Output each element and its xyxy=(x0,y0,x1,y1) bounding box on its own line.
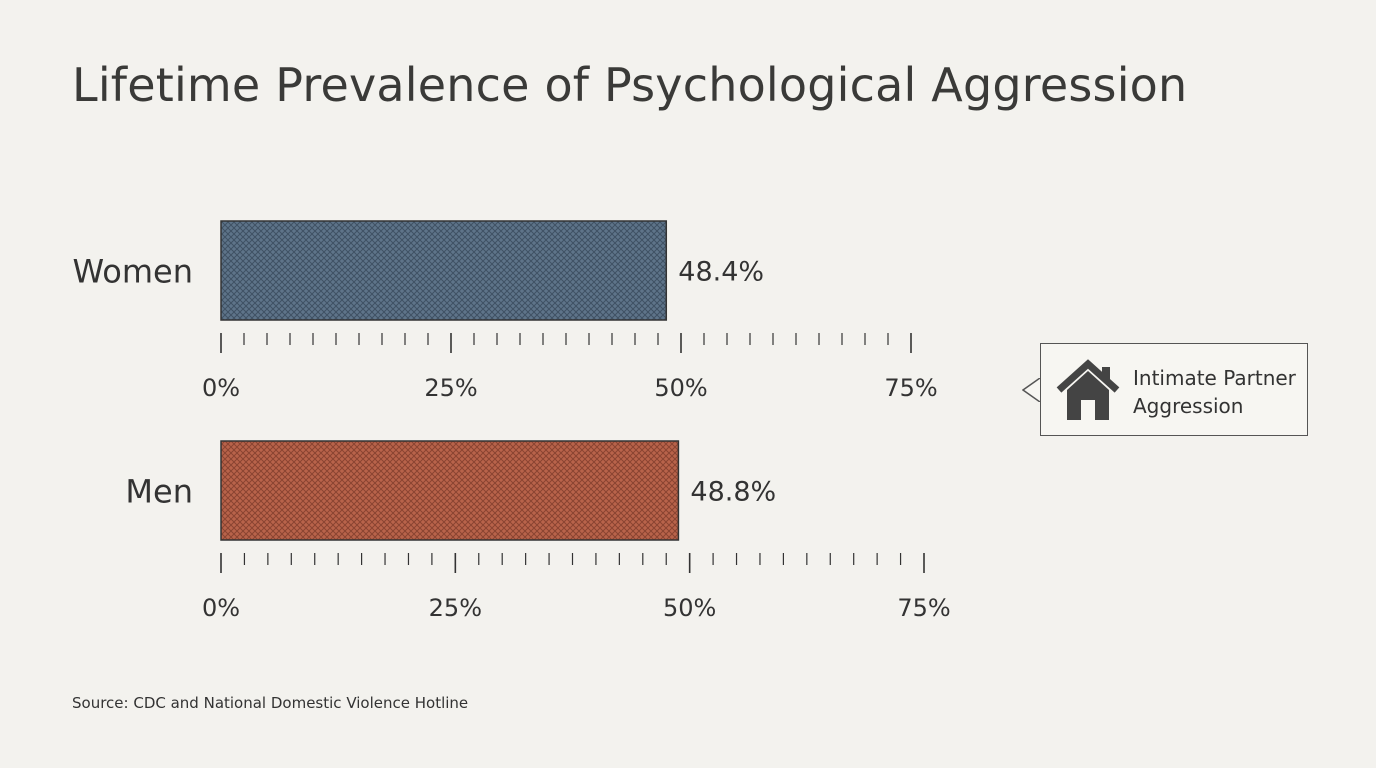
source-note: Source: CDC and National Domestic Violen… xyxy=(72,694,469,712)
category-label: Men xyxy=(125,473,193,511)
tick-label: 50% xyxy=(654,374,707,402)
tick-label: 0% xyxy=(202,374,240,402)
tick-label: 50% xyxy=(663,594,716,622)
category-label: Women xyxy=(73,253,193,291)
chart-title: Lifetime Prevalence of Psychological Agg… xyxy=(72,58,1188,112)
value-label: 48.4% xyxy=(678,257,764,288)
bar-chart: Women 48.4% 0% 25% 50% 75% Men 48.8% 0% 25% 50% 75% xyxy=(73,220,951,622)
tick-label: 75% xyxy=(884,374,937,402)
value-label: 48.8% xyxy=(690,477,776,508)
tick-label: 75% xyxy=(897,594,950,622)
legend-pointer xyxy=(1022,378,1040,402)
tick-label: 0% xyxy=(202,594,240,622)
legend: Intimate Partner Aggression xyxy=(1040,343,1308,436)
bar xyxy=(220,440,680,541)
legend-label: Intimate Partner Aggression xyxy=(1133,366,1296,418)
bar xyxy=(220,220,668,321)
tick-label: 25% xyxy=(429,594,482,622)
house-icon xyxy=(1056,359,1120,420)
tick-label: 25% xyxy=(424,374,477,402)
